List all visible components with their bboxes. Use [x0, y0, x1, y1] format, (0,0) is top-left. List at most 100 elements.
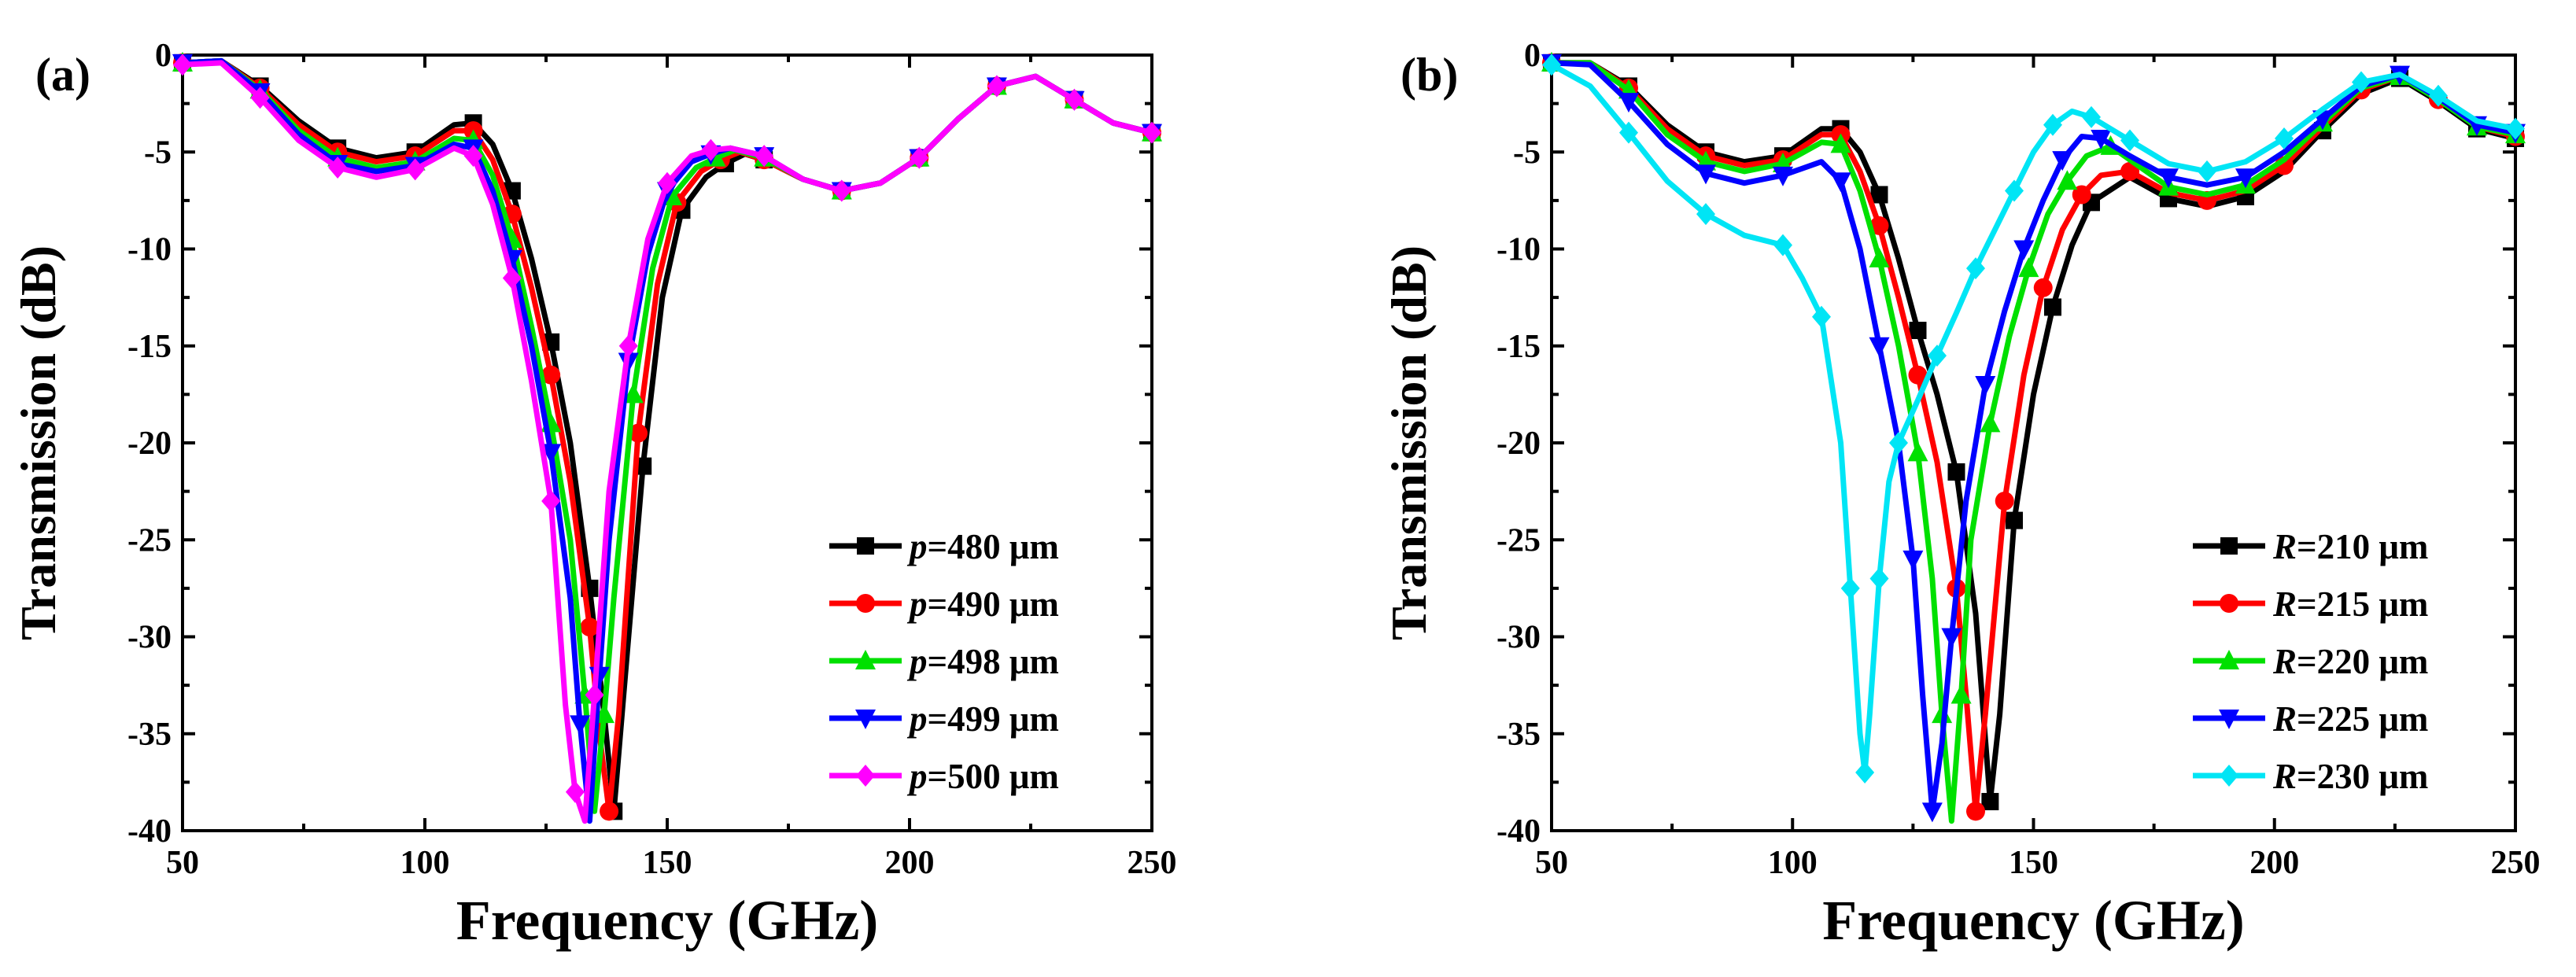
data-point — [328, 156, 348, 179]
y-tick-label: -25 — [1497, 522, 1541, 559]
data-point — [2043, 113, 2062, 136]
legend-item: R=210 μm — [2193, 527, 2428, 566]
legend-item: p=498 μm — [829, 642, 1059, 681]
legend-item: R=215 μm — [2193, 584, 2428, 624]
data-point — [585, 684, 604, 706]
data-point — [405, 158, 425, 181]
data-point — [2429, 84, 2448, 107]
legend-swatch-marker — [2219, 650, 2239, 669]
y-tick-label: -30 — [1497, 620, 1541, 656]
data-point — [2198, 160, 2216, 182]
data-point — [1065, 88, 1084, 111]
data-point — [1908, 365, 1928, 385]
data-point — [1981, 793, 1999, 811]
data-point — [2005, 179, 2024, 202]
data-point — [1995, 491, 2014, 511]
data-point — [1947, 463, 1965, 481]
data-point — [1619, 121, 1638, 144]
legend-item: p=499 μm — [829, 699, 1059, 739]
data-point — [541, 489, 561, 512]
panel-label: (a) — [35, 49, 90, 101]
data-point — [1870, 186, 1888, 204]
data-point — [755, 145, 774, 168]
legend-swatch-marker — [2219, 710, 2239, 729]
data-point — [1840, 577, 1860, 599]
x-tick-label: 100 — [400, 845, 450, 881]
data-point — [618, 334, 638, 357]
panel-label: (b) — [1401, 49, 1458, 101]
x-tick-label: 50 — [1535, 845, 1568, 881]
y-tick-label: 0 — [155, 38, 172, 74]
legend-item: p=500 μm — [829, 757, 1059, 796]
series-230 — [1542, 53, 2525, 784]
data-point — [2052, 151, 2073, 171]
series-498 — [172, 51, 1162, 814]
data-point — [1855, 761, 1875, 784]
data-point — [570, 715, 591, 736]
x-axis-label: Frequency (GHz) — [456, 889, 879, 952]
data-point — [541, 365, 561, 385]
data-point — [1941, 628, 1962, 648]
data-point — [1618, 93, 1639, 113]
legend-item: R=220 μm — [2193, 642, 2428, 681]
y-tick-label: -40 — [1497, 813, 1541, 850]
y-tick-label: -10 — [1497, 232, 1541, 268]
data-point — [1696, 164, 1716, 185]
data-point — [629, 423, 648, 443]
series-line — [1548, 61, 2519, 776]
series-line — [1548, 60, 2519, 824]
data-point — [2091, 129, 2112, 149]
data-point — [2082, 105, 2101, 128]
data-point — [600, 802, 619, 821]
data-point — [2506, 117, 2525, 140]
data-point — [1950, 684, 1972, 704]
data-point — [1812, 305, 1831, 328]
data-point — [2018, 257, 2039, 278]
data-point — [832, 179, 851, 202]
data-point — [580, 618, 600, 637]
y-tick-label: -40 — [127, 813, 172, 850]
data-point — [1869, 337, 1890, 357]
data-point — [987, 75, 1006, 98]
legend-label: p=499 μm — [906, 699, 1059, 739]
series-line — [1548, 60, 2519, 814]
data-point — [1966, 802, 1985, 821]
data-point — [1966, 257, 1985, 280]
data-point — [1142, 121, 1161, 144]
x-tick-label: 250 — [1127, 845, 1177, 881]
data-point — [2235, 168, 2256, 189]
data-point — [2352, 71, 2371, 94]
data-point — [1975, 376, 1996, 396]
data-point — [173, 53, 192, 76]
y-tick-label: -35 — [1497, 717, 1541, 753]
legend-swatch-marker — [2220, 537, 2238, 555]
data-point — [2057, 170, 2078, 190]
chart-panel-b: (b) 50 100 150 200 250 0 -5 -10 -15 -20 -25 -30 -35 -4… — [1381, 38, 2541, 952]
x-tick-label: 200 — [885, 845, 935, 881]
data-point — [658, 171, 677, 194]
data-point — [910, 146, 929, 169]
legend-swatch-marker — [855, 650, 876, 669]
y-tick-label: -25 — [127, 522, 172, 559]
legend-swatch-marker — [2220, 765, 2238, 787]
data-point — [1773, 166, 1793, 186]
legend-item: R=230 μm — [2193, 757, 2428, 796]
legend-label: R=220 μm — [2272, 642, 2428, 681]
legend-label: p=500 μm — [906, 757, 1059, 796]
data-point — [701, 138, 721, 161]
legend-label: R=210 μm — [2272, 527, 2428, 566]
y-axis-label: Transmission (dB) — [10, 245, 66, 640]
series-500 — [173, 53, 1161, 824]
data-point — [2013, 240, 2035, 260]
data-point — [2120, 161, 2139, 181]
legend-swatch-marker — [855, 710, 876, 729]
y-tick-label: 0 — [1524, 38, 1541, 74]
legend-swatch-marker — [856, 594, 875, 613]
data-point — [1889, 432, 1908, 454]
legend-label: p=490 μm — [906, 584, 1059, 624]
x-axis-label: Frequency (GHz) — [1822, 889, 2245, 952]
data-point — [1928, 345, 1947, 367]
data-point — [1542, 53, 1561, 76]
y-tick-label: -20 — [1497, 426, 1541, 462]
data-point — [2044, 298, 2061, 316]
